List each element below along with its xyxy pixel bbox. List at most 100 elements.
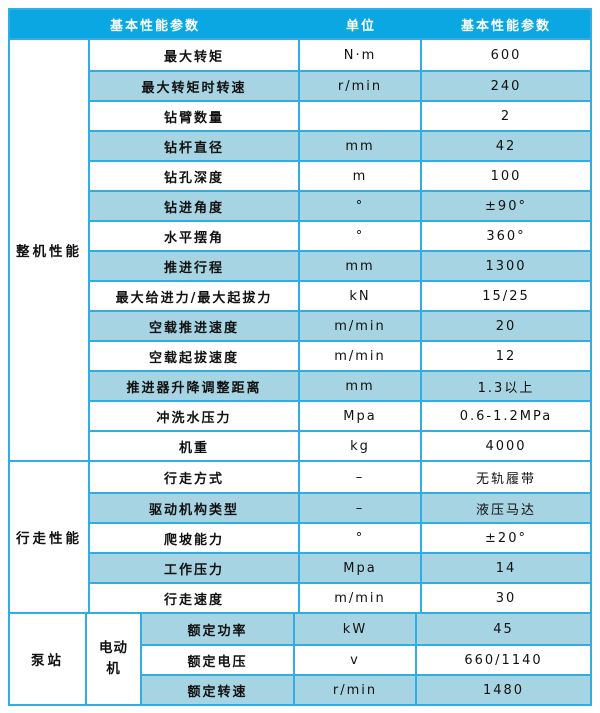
table-row: 行走速度 m/min 30 [90, 582, 590, 612]
param-name: 爬坡能力 [90, 524, 300, 552]
param-unit: Mpa [300, 554, 422, 582]
param-name: 额定功率 [142, 614, 295, 644]
param-name: 最大给进力/最大起拔力 [90, 282, 300, 310]
param-value: 360° [486, 228, 526, 244]
table-row: 最大转矩时转速 r/min 240 [90, 70, 590, 100]
table-row: 空载推进速度 m/min 20 [90, 310, 590, 340]
param-name: 最大转矩时转速 [90, 72, 300, 100]
param-value: 100 [490, 168, 522, 184]
param-unit: mm [300, 252, 422, 280]
param-value: 240 [490, 78, 522, 94]
table-row: 钻孔深度 m 100 [90, 160, 590, 190]
header-value-label: 基本性能参数 [460, 18, 551, 34]
param-value: ±20° [485, 530, 527, 546]
param-unit: kg [300, 432, 422, 460]
param-value: 14 [495, 560, 517, 576]
param-unit: kN [300, 282, 422, 310]
param-unit: mm [300, 372, 422, 400]
param-value: 1300 [485, 258, 527, 274]
table-row: 冲洗水压力 Mpa 0.6-1.2MPa [90, 400, 590, 430]
param-value: 无轨履带 [475, 471, 536, 487]
param-value: 600 [490, 47, 522, 63]
param-value: 660/1140 [464, 652, 543, 668]
param-name: 额定转速 [142, 676, 295, 704]
param-value: 12 [495, 348, 517, 364]
param-name: 行走方式 [90, 462, 300, 492]
group-label: 行走性能 [10, 462, 90, 612]
table-header-row: 基本性能参数 单位 基本性能参数 [10, 10, 590, 38]
param-unit: m/min [300, 584, 422, 612]
section-rows: 行走方式 – 无轨履带 驱动机构类型 – 液压马达 爬坡能力 ° ±20° 工作… [90, 462, 590, 612]
table-row: 驱动机构类型 – 液压马达 [90, 492, 590, 522]
param-value: 0.6-1.2MPa [459, 408, 553, 424]
param-name: 钻杆直径 [90, 132, 300, 160]
param-unit: m/min [300, 312, 422, 340]
table-row: 钻杆直径 mm 42 [90, 130, 590, 160]
param-unit: kW [295, 614, 417, 644]
table-row: 行走方式 – 无轨履带 [90, 462, 590, 492]
param-value: 15/25 [482, 288, 530, 304]
param-value: 45 [493, 621, 514, 637]
param-unit: m [300, 162, 422, 190]
table-row: 额定转速 r/min 1480 [142, 674, 590, 704]
param-name: 最大转矩 [90, 40, 300, 70]
param-name: 推进行程 [90, 252, 300, 280]
param-value: 42 [495, 138, 517, 154]
table-row: 额定功率 kW 45 [142, 614, 590, 644]
param-unit: mm [300, 132, 422, 160]
param-name: 驱动机构类型 [90, 494, 300, 522]
table-row: 爬坡能力 ° ±20° [90, 522, 590, 552]
header-param-label: 基本性能参数 [109, 18, 200, 34]
table-row: 推进器升降调整距离 mm 1.3以上 [90, 370, 590, 400]
param-name: 冲洗水压力 [90, 402, 300, 430]
param-name: 行走速度 [90, 584, 300, 612]
param-unit: r/min [300, 72, 422, 100]
param-name: 水平摆角 [90, 222, 300, 250]
section-travel-performance: 行走性能 行走方式 – 无轨履带 驱动机构类型 – 液压马达 爬坡能力 ° ±2… [10, 460, 590, 612]
param-name: 空载起拔速度 [90, 342, 300, 370]
table-row: 钻进角度 ° ±90° [90, 190, 590, 220]
param-unit: Mpa [300, 402, 422, 430]
table-row: 水平摆角 ° 360° [90, 220, 590, 250]
table-row: 机重 kg 4000 [90, 430, 590, 460]
param-unit: v [295, 646, 417, 674]
param-value: 液压马达 [475, 502, 536, 518]
param-unit: m/min [300, 342, 422, 370]
subgroup-label-text: 电动机 [98, 640, 128, 677]
param-name: 钻臂数量 [90, 102, 300, 130]
param-name: 机重 [90, 432, 300, 460]
table-row: 钻臂数量 2 [90, 100, 590, 130]
group-label: 泵站 [10, 614, 87, 704]
section-pump-station: 泵站 电动机 额定功率 kW 45 额定电压 v 660/1140 额定转速 r… [10, 612, 590, 704]
table-row: 额定电压 v 660/1140 [142, 644, 590, 674]
param-name: 钻孔深度 [90, 162, 300, 190]
param-unit: – [300, 494, 422, 522]
subgroup-label: 电动机 [87, 614, 142, 704]
header-unit-label: 单位 [345, 18, 376, 34]
group-label: 整机性能 [10, 40, 90, 460]
param-unit: r/min [295, 676, 417, 704]
param-unit: ° [300, 524, 422, 552]
param-value: 4000 [485, 438, 527, 454]
param-name: 钻进角度 [90, 192, 300, 220]
spec-table: 基本性能参数 单位 基本性能参数 整机性能 最大转矩 N·m 600 最大转矩时… [8, 8, 592, 706]
param-value: 30 [495, 590, 517, 606]
param-value: 1.3以上 [477, 380, 535, 396]
param-unit: N·m [300, 40, 422, 70]
table-row: 空载起拔速度 m/min 12 [90, 340, 590, 370]
section-rows: 最大转矩 N·m 600 最大转矩时转速 r/min 240 钻臂数量 2 钻杆… [90, 40, 590, 460]
param-name: 额定电压 [142, 646, 295, 674]
param-value: 20 [495, 318, 517, 334]
param-name: 推进器升降调整距离 [90, 372, 300, 400]
param-value: 1480 [482, 682, 525, 698]
param-value: 2 [500, 108, 512, 124]
table-row: 工作压力 Mpa 14 [90, 552, 590, 582]
table-row: 最大转矩 N·m 600 [90, 40, 590, 70]
table-row: 最大给进力/最大起拔力 kN 15/25 [90, 280, 590, 310]
param-unit [300, 102, 422, 130]
section-machine-performance: 整机性能 最大转矩 N·m 600 最大转矩时转速 r/min 240 钻臂数量… [10, 38, 590, 460]
table-row: 推进行程 mm 1300 [90, 250, 590, 280]
param-name: 空载推进速度 [90, 312, 300, 340]
param-unit: ° [300, 222, 422, 250]
